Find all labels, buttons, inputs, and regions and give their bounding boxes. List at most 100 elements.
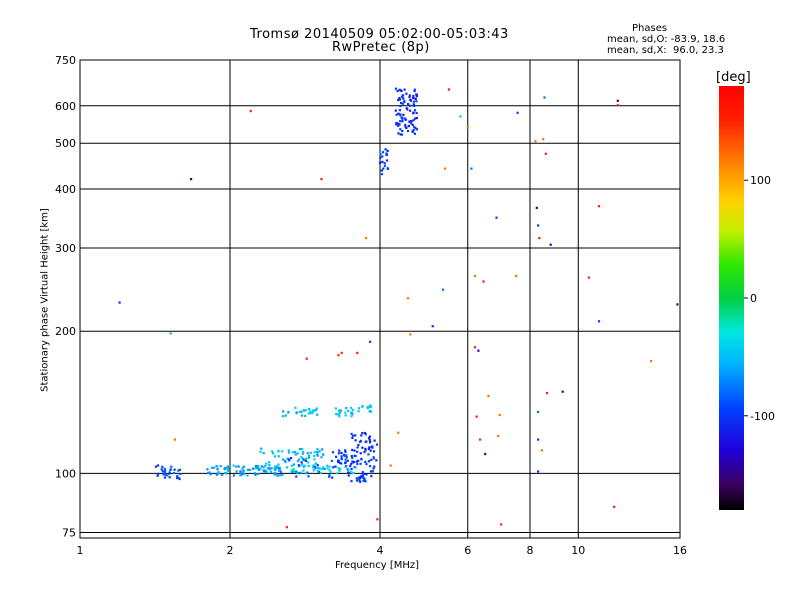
data-point <box>349 406 353 409</box>
data-point <box>368 439 372 442</box>
data-point <box>353 449 356 452</box>
data-point <box>349 465 352 468</box>
data-point <box>413 90 416 93</box>
data-point <box>359 462 362 465</box>
data-point <box>357 443 360 447</box>
data-point <box>300 471 303 474</box>
data-point <box>309 412 312 415</box>
data-point <box>305 472 308 475</box>
data-point <box>479 438 482 441</box>
data-point <box>226 466 229 469</box>
data-point <box>281 458 285 461</box>
y-tick-label: 750 <box>55 54 76 67</box>
chart-subtitle: RwPretec (8p) <box>332 40 430 55</box>
data-point <box>295 412 298 415</box>
data-point <box>344 449 347 452</box>
data-point <box>217 471 220 474</box>
data-point <box>345 456 348 459</box>
x-axis-ticks: 1 2 4 6 8 10 16 <box>77 544 688 557</box>
data-point <box>473 346 476 349</box>
data-point <box>235 465 238 468</box>
data-point <box>314 462 317 465</box>
data-point <box>278 474 282 477</box>
data-point <box>300 414 304 417</box>
data-point <box>178 468 181 471</box>
data-point <box>190 178 193 181</box>
data-point <box>364 449 367 452</box>
data-point <box>364 460 367 463</box>
data-point <box>412 112 415 115</box>
data-point <box>294 450 297 454</box>
data-point <box>561 390 564 393</box>
data-point <box>415 111 418 115</box>
data-point <box>215 473 218 476</box>
data-point <box>216 472 220 475</box>
data-point <box>307 456 310 459</box>
data-point <box>242 470 245 473</box>
data-point <box>265 470 268 473</box>
data-point <box>357 477 360 480</box>
y-tick-label: 100 <box>55 467 76 480</box>
data-point <box>402 113 405 116</box>
phase-stats-x: mean, sd,X: 96.0, 23.3 <box>607 45 724 56</box>
data-point <box>301 463 304 466</box>
data-point <box>394 87 398 90</box>
data-point <box>404 125 407 129</box>
y-tick-label: 500 <box>55 137 76 150</box>
data-point <box>274 465 277 469</box>
data-point <box>415 95 418 98</box>
data-point <box>344 465 347 468</box>
data-point <box>161 465 164 468</box>
colorbar-tick-label: -100 <box>750 410 775 423</box>
data-point <box>587 276 590 279</box>
data-point <box>367 447 370 450</box>
data-point <box>266 467 270 470</box>
data-point <box>242 465 246 468</box>
data-point <box>294 406 297 409</box>
data-point <box>397 132 400 135</box>
data-point <box>370 475 373 478</box>
data-point <box>254 464 258 468</box>
x-tick-label: 2 <box>227 544 234 557</box>
data-point <box>337 459 340 462</box>
data-point <box>537 224 540 227</box>
data-point <box>345 454 348 457</box>
data-point <box>316 413 319 416</box>
data-point <box>361 470 364 474</box>
data-point <box>118 301 121 304</box>
data-point <box>549 243 552 246</box>
data-point <box>232 474 235 477</box>
colorbar <box>719 86 744 510</box>
data-point <box>368 437 371 440</box>
data-point <box>363 479 366 483</box>
data-point <box>351 457 354 460</box>
data-point <box>459 115 462 118</box>
data-point <box>441 288 445 291</box>
data-point <box>399 133 402 136</box>
data-point <box>415 93 418 96</box>
data-point <box>328 475 331 478</box>
data-point <box>676 303 679 306</box>
y-tick-label: 600 <box>55 100 76 113</box>
data-point <box>347 471 350 474</box>
data-point <box>337 452 341 455</box>
data-point <box>289 457 293 460</box>
data-point <box>350 462 353 465</box>
data-point <box>613 505 616 508</box>
data-point <box>405 107 408 110</box>
data-point <box>292 467 295 471</box>
x-axis-label: Frequency [MHz] <box>335 560 420 571</box>
data-point <box>332 466 335 469</box>
data-point <box>516 111 519 114</box>
data-points <box>118 87 679 529</box>
data-point <box>386 149 389 152</box>
data-point <box>286 457 289 460</box>
data-point <box>350 412 353 415</box>
data-point <box>271 450 274 453</box>
data-point <box>368 435 371 438</box>
data-point <box>346 459 349 462</box>
data-point <box>157 472 160 475</box>
data-point <box>335 472 338 475</box>
data-point <box>403 88 406 91</box>
data-point <box>410 122 413 125</box>
